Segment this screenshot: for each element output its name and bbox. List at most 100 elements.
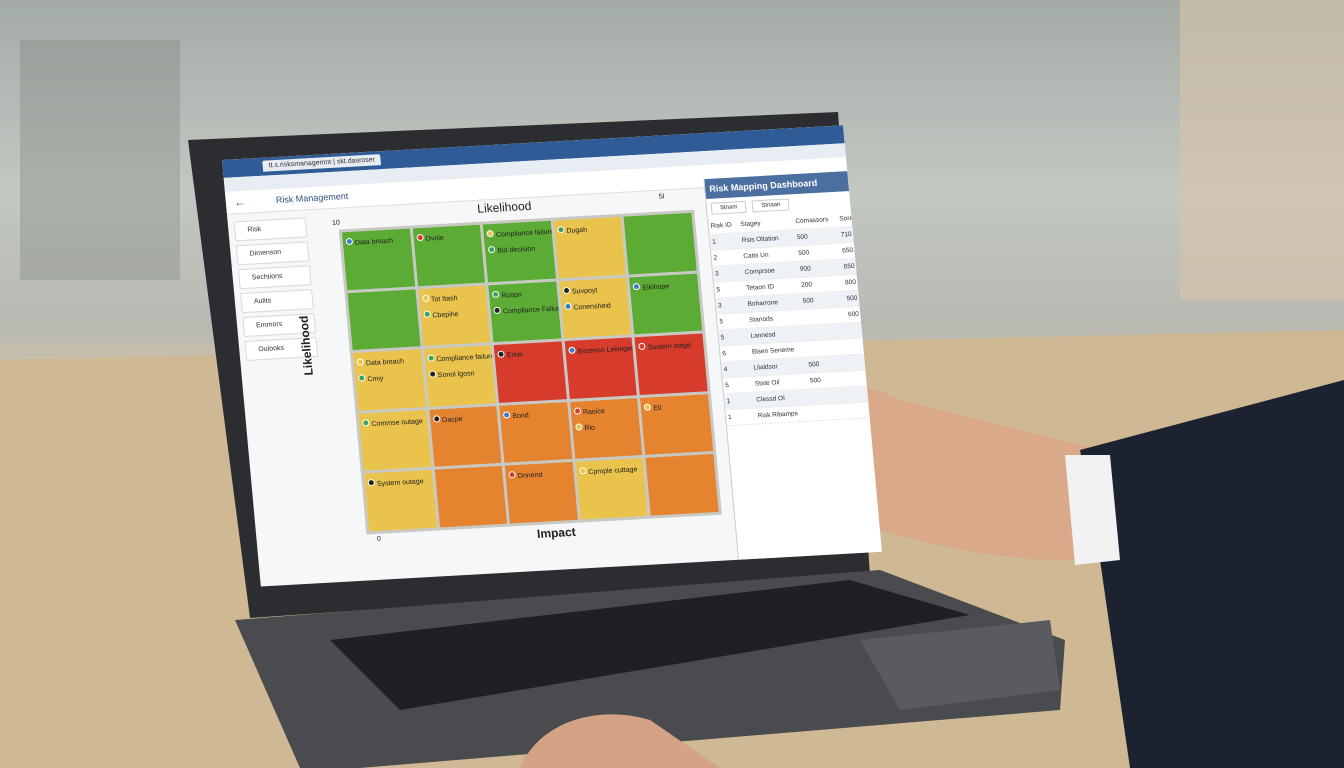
cell-text: 6 bbox=[722, 350, 727, 358]
risk-dot bbox=[562, 286, 571, 294]
risk-item[interactable]: Conensheid bbox=[563, 299, 626, 311]
table-cell: 3 bbox=[712, 264, 744, 283]
matrix-cell: Data breach Cmiy bbox=[352, 349, 426, 411]
corner-label: 0 bbox=[376, 535, 382, 543]
cell-text: 3 bbox=[714, 270, 720, 278]
risk-item[interactable]: Ovoie bbox=[416, 231, 478, 243]
risk-item[interactable]: Cbepihe bbox=[422, 307, 485, 319]
risk-label: Sustem otage bbox=[647, 342, 692, 352]
table-cell: 5 bbox=[718, 328, 750, 347]
risk-item[interactable]: Data breach bbox=[356, 356, 419, 368]
risk-item[interactable]: Compliance failure bbox=[427, 352, 495, 364]
matrix-cell: Eikihope bbox=[629, 273, 703, 335]
cell-text: 5 bbox=[716, 286, 721, 294]
cell-text: 800 bbox=[844, 278, 857, 287]
risk-label: Suvpoyt bbox=[571, 286, 598, 296]
corner-label: 5l bbox=[658, 193, 665, 201]
risk-item[interactable]: Sustem otage bbox=[638, 340, 700, 352]
risk-dot bbox=[421, 294, 430, 302]
risk-item[interactable]: Raoice bbox=[573, 404, 635, 416]
sidebar-item[interactable]: Dimenson bbox=[235, 241, 310, 266]
cell-text: 900 bbox=[799, 265, 812, 273]
sidebar-item[interactable]: Sechtions bbox=[237, 265, 312, 290]
trackpad bbox=[860, 620, 1060, 710]
risk-item[interactable]: Cpmple cuttage bbox=[578, 465, 641, 477]
risk-item[interactable]: Oacpe bbox=[432, 412, 494, 424]
risk-item[interactable]: Commse outage bbox=[362, 416, 424, 428]
matrix-cell: Dnnend bbox=[504, 462, 578, 524]
risk-dot bbox=[632, 282, 641, 290]
cell-text: 500 bbox=[802, 297, 814, 305]
cell-text: Blsen Seneme bbox=[751, 346, 795, 356]
matrix-cell: Ell bbox=[640, 394, 714, 456]
risk-item[interactable]: Compliance Failure bbox=[493, 303, 561, 315]
cell-text: 500 bbox=[808, 360, 820, 369]
risk-dot bbox=[563, 302, 572, 310]
top-axis-label: Likelihood bbox=[476, 198, 532, 216]
matrix-cell: Suvpoyt Conensheid bbox=[558, 277, 632, 339]
risk-item[interactable]: Bxcenon Lekingem bbox=[567, 344, 637, 356]
shelf-blur bbox=[20, 40, 180, 280]
risk-dot bbox=[486, 229, 495, 238]
filter[interactable]: Stnaan bbox=[751, 198, 790, 213]
risk-dot bbox=[556, 226, 565, 234]
matrix-cell: Compliance failure Bid decision bbox=[482, 220, 556, 282]
table-cell: 3 bbox=[715, 296, 747, 315]
risk-dot bbox=[416, 233, 424, 242]
risk-label: Cpmple cuttage bbox=[588, 466, 638, 477]
cell-text: 5 bbox=[719, 318, 724, 326]
risk-item[interactable]: Data breach bbox=[345, 235, 408, 247]
risk-dot bbox=[491, 290, 500, 298]
risk-item[interactable]: Sonol lgosn bbox=[428, 368, 490, 380]
risk-item[interactable]: Dnnend bbox=[508, 468, 570, 480]
matrix-cell bbox=[347, 289, 421, 351]
risk-item[interactable]: Compliance failure bbox=[486, 227, 554, 239]
risk-item[interactable]: Cmiy bbox=[357, 371, 420, 383]
matrix-cell: Bond bbox=[499, 401, 573, 464]
filter[interactable]: Stnam bbox=[710, 200, 747, 215]
cell-text: 5 bbox=[720, 334, 725, 342]
other-hand bbox=[520, 714, 720, 768]
cell-text: Comprsoe bbox=[744, 267, 776, 276]
risk-item[interactable]: Tot Itash bbox=[421, 291, 484, 303]
matrix-cell: Erkei bbox=[493, 341, 567, 403]
table-cell: 1 bbox=[725, 408, 757, 426]
cell-text: 2 bbox=[713, 254, 718, 262]
risk-item[interactable]: Ell bbox=[643, 400, 706, 412]
cuff bbox=[1065, 455, 1120, 565]
matrix-cell: Tot Itash Cbepihe bbox=[417, 285, 491, 347]
risk-dot bbox=[508, 471, 517, 479]
table-cell: 5 bbox=[713, 280, 745, 299]
table-cell: 4 bbox=[721, 360, 753, 378]
risk-item[interactable]: Bid decision bbox=[487, 243, 550, 255]
risk-item[interactable]: Suvpoyt bbox=[562, 283, 624, 295]
risk-label: Rcepn bbox=[501, 291, 522, 300]
cell-text: Lilaldsor bbox=[753, 363, 778, 372]
risk-label: Data breach bbox=[365, 358, 405, 368]
table-cell: 5 bbox=[722, 376, 754, 394]
table-cell: 6 bbox=[719, 344, 751, 362]
risk-item[interactable]: Erkei bbox=[497, 348, 559, 360]
cell-text: 200 bbox=[800, 281, 813, 289]
table-cell bbox=[810, 402, 856, 421]
cell-text: 1 bbox=[727, 413, 733, 422]
risk-item[interactable]: Bond bbox=[502, 408, 565, 420]
cell-text: 4 bbox=[723, 366, 728, 374]
matrix-cell: Sustem otage bbox=[634, 333, 708, 395]
risk-dot bbox=[567, 346, 576, 355]
risk-item[interactable]: Dugah bbox=[556, 223, 619, 235]
risk-label: System outage bbox=[376, 478, 424, 489]
risk-dot bbox=[502, 411, 511, 419]
risk-label: Bid decision bbox=[497, 245, 536, 255]
sidebar-item[interactable]: Risk bbox=[233, 217, 308, 242]
risk-item[interactable]: Eikihope bbox=[632, 279, 695, 291]
risk-item[interactable]: System outage bbox=[367, 476, 430, 489]
sidebar-item[interactable]: Aulits bbox=[240, 289, 314, 314]
risk-label: Sonol lgosn bbox=[437, 370, 475, 380]
back-button[interactable]: ← bbox=[233, 194, 247, 210]
risk-item[interactable]: Rio bbox=[574, 420, 637, 432]
matrix-cell: Rcepn Compliance Failure bbox=[488, 281, 562, 343]
risk-item[interactable]: Rcepn bbox=[491, 287, 554, 300]
risk-table: Risk ID Stagey Comassors Sore 1 Rsis Oltation… bbox=[708, 210, 877, 427]
